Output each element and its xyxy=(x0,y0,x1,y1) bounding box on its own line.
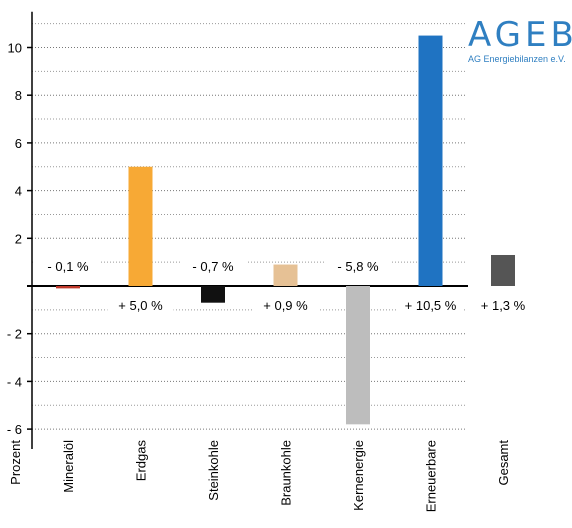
category-label: Erdgas xyxy=(134,440,149,482)
y-tick-label: 10 xyxy=(8,41,22,56)
y-tick-label: 6 xyxy=(15,136,22,151)
category-label: Kernenergie xyxy=(351,440,366,511)
value-label-bg xyxy=(252,296,319,315)
category-label: Erneuerbare xyxy=(424,440,439,512)
y-tick-label: - 2 xyxy=(7,327,22,342)
value-label: - 5,8 % xyxy=(337,259,379,274)
value-label: - 0,7 % xyxy=(192,259,234,274)
value-label: + 0,9 % xyxy=(263,298,308,313)
y-tick-label: 8 xyxy=(15,88,22,103)
bar-erdgas xyxy=(128,166,153,286)
value-label-bg xyxy=(35,257,101,276)
value-label-bg xyxy=(107,296,174,315)
value-label: + 10,5 % xyxy=(405,298,457,313)
bar-erneuerbare xyxy=(418,35,443,287)
bar-kernenergie xyxy=(346,286,370,425)
category-label: Mineralöl xyxy=(61,440,76,493)
value-label: + 5,0 % xyxy=(118,298,163,313)
logo-wordmark: AGEB xyxy=(468,15,572,55)
y-tick-label: - 4 xyxy=(7,374,22,389)
value-label-bg xyxy=(397,296,464,315)
ageb-logo: AGEB AG Energiebilanzen e.V. xyxy=(468,15,572,64)
y-tick-label: 4 xyxy=(15,184,22,199)
y-tick-label: - 6 xyxy=(7,422,22,437)
y-tick-label: 2 xyxy=(15,231,22,246)
bar-gesamt xyxy=(491,254,515,286)
category-label: Steinkohle xyxy=(206,440,221,501)
value-label-bg xyxy=(180,257,246,276)
value-label: + 1,3 % xyxy=(481,298,526,313)
value-label: - 0,1 % xyxy=(47,259,89,274)
value-label-bg xyxy=(470,296,536,315)
bar-braunkohle xyxy=(273,264,298,286)
y-axis-title: Prozent xyxy=(8,440,23,485)
value-label-bg xyxy=(325,257,391,276)
bar-mineralöl xyxy=(56,286,80,289)
category-label: Braunkohle xyxy=(279,440,294,506)
bar-steinkohle xyxy=(201,286,225,303)
logo-subtitle: AG Energiebilanzen e.V. xyxy=(468,54,566,64)
category-label: Gesamt xyxy=(496,440,511,486)
